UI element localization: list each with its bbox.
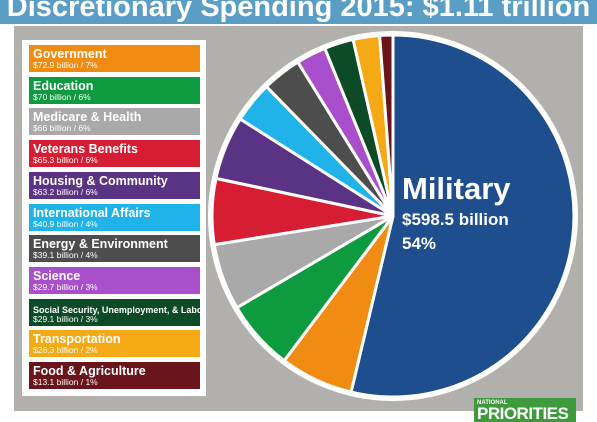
legend-item: Social Security, Unemployment, & Labor $2… [29,298,200,326]
legend-item-label: Transportation [33,332,121,347]
legend-item-label: Government [33,47,107,61]
legend-item-value: $63.2 billion / 6% [33,186,98,197]
legend-item-value: $39.1 billion / 4% [33,250,98,261]
legend-item-label: Food & Agriculture [33,364,146,378]
legend: Government $72.9 billion / 7% Education $70… [22,40,206,396]
pie-label-military-name: Military [402,171,511,206]
legend-item: Food & Agriculture $13.1 billion / 1% [29,362,200,389]
legend-item-value: $66 billion / 6% [33,123,91,134]
national-priorities-logo: NATIONAL PRIORITIES [474,398,576,422]
legend-item-label: Science [33,268,81,283]
legend-item-label: International Affairs [33,205,151,220]
legend-item-label: Social Security, Unemployment, & Labor [33,304,200,315]
logo-main-text: PRIORITIES [477,404,569,422]
logo-top-text: NATIONAL [477,400,508,406]
legend-item-value: $72.9 billion / 7% [33,60,98,70]
pie-label-military-percent: 54% [402,234,437,253]
legend-item-value: $65.3 billion / 6% [33,155,98,166]
pie-slice-military [349,33,576,399]
legend-item-label: Medicare & Health [33,110,142,125]
legend-item-label: Veterans Benefits [33,142,138,157]
legend-item: Medicare & Health $66 billion / 6% [29,108,200,136]
pie-slice-food-agriculture [378,33,395,218]
legend-item-value: $70 billion / 6% [33,91,91,102]
legend-item: Housing & Community $63.2 billion / 6% [29,171,200,199]
legend-item: Education $70 billion / 6% [29,76,200,104]
legend-item-value: $13.1 billion / 1% [33,377,98,387]
legend-item-label: Energy & Environment [33,237,168,252]
legend-item-label: Housing & Community [33,173,168,188]
pie-label-military-amount: $598.5 billion [402,210,509,229]
title-bar: Discretionary Spending 2015: $1.11 trill… [0,0,597,24]
legend-item: Energy & Environment $39.1 billion / 4% [29,235,200,263]
legend-item-value: $26.3 billion / 2% [33,345,98,356]
legend-item: Science $29.7 billion / 3% [29,266,200,294]
legend-item-value: $29.7 billion / 3% [33,281,98,292]
legend-item-value: $29.1 billion / 3% [33,313,98,324]
legend-item-label: Education [33,78,94,93]
chart-title: Discretionary Spending 2015: $1.11 trill… [6,0,591,23]
legend-item: Government $72.9 billion / 7% [29,45,200,72]
legend-item: Veterans Benefits $65.3 billion / 6% [29,140,200,168]
legend-item: International Affairs $40.9 billion / 4% [29,203,200,231]
legend-item: Transportation $26.3 billion / 2% [29,330,200,358]
legend-item-value: $40.9 billion / 4% [33,218,98,229]
